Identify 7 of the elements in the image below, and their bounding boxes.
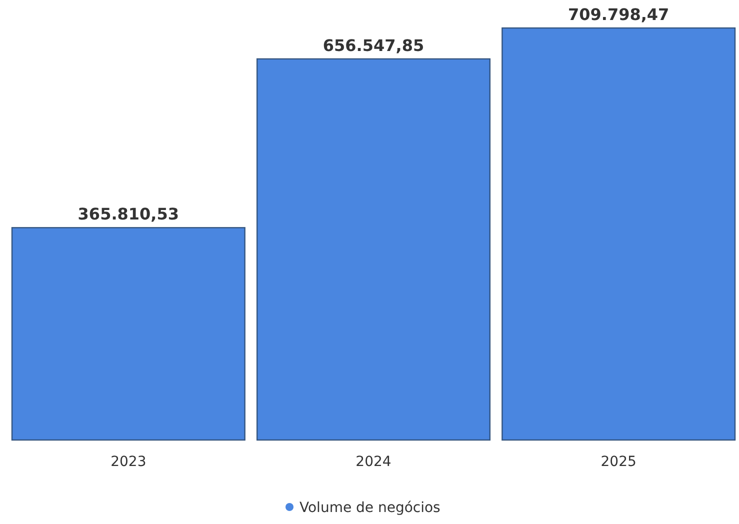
x-tick-label: 2024 xyxy=(356,454,392,470)
x-tick-label: 2023 xyxy=(110,454,146,470)
x-tick-label: 2025 xyxy=(600,454,636,470)
text: Volume de negócios xyxy=(300,500,440,516)
data-label: 709.798,47 xyxy=(568,5,670,24)
data-label: 365.810,53 xyxy=(78,204,180,224)
data-label: 656.547,85 xyxy=(322,36,424,55)
